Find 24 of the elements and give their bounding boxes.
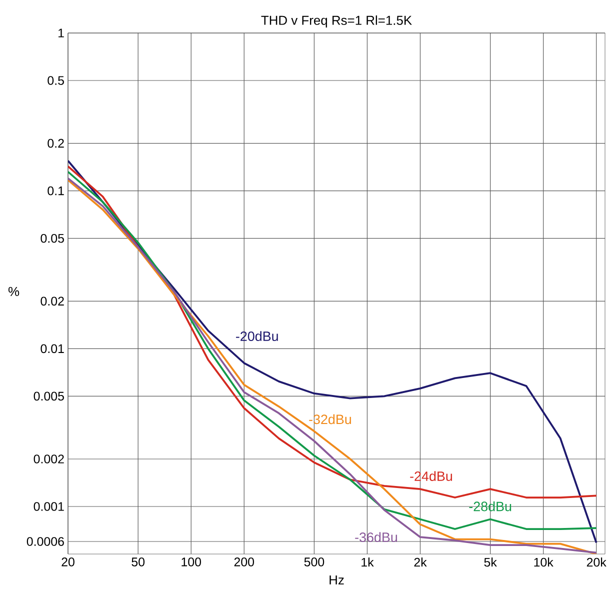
x-tick-label: 100 xyxy=(182,558,202,566)
x-tick-label: 50 xyxy=(132,558,145,566)
y-axis-title: % xyxy=(8,286,20,296)
y-tick-label: 0.02 xyxy=(40,296,64,306)
y-tick-label: 0.005 xyxy=(34,392,64,401)
x-tick-label: 10k xyxy=(534,558,554,567)
x-tick-label: 1k xyxy=(362,558,374,567)
y-tick-label: 1 xyxy=(58,28,64,38)
y-tick-label: 0.01 xyxy=(40,344,64,354)
y-tick-label: 0.5 xyxy=(48,76,64,85)
chart-title: THD v Freq Rs=1 Rl=1.5K xyxy=(261,15,412,28)
x-tick-label: 2k xyxy=(414,558,427,567)
y-tick-label: 0.05 xyxy=(40,234,64,243)
x-tick-label: 20k xyxy=(586,558,606,567)
x-tick-label: 5k xyxy=(484,558,497,567)
y-tick-label: 0.2 xyxy=(48,138,64,148)
x-axis-title: Hz xyxy=(330,576,344,584)
y-tick-label: 0.1 xyxy=(48,186,64,196)
x-tick-label: 20 xyxy=(62,558,74,566)
y-tick-label: 0.0006 xyxy=(26,537,64,546)
x-tick-label: 500 xyxy=(304,558,324,566)
y-tick-label: 0.002 xyxy=(34,454,64,464)
y-tick-label: 0.001 xyxy=(34,502,64,511)
x-tick-label: 200 xyxy=(234,558,254,566)
